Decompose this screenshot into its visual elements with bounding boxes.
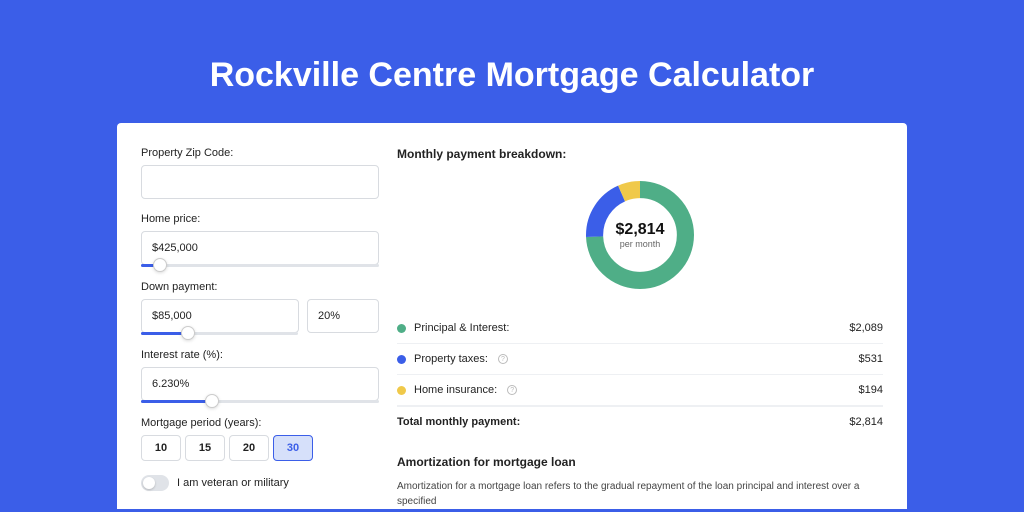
page-title: Rockville Centre Mortgage Calculator [0, 0, 1024, 123]
interest-rate-slider-thumb[interactable] [205, 394, 219, 408]
down-payment-slider[interactable] [141, 332, 298, 335]
legend-dot-taxes [397, 355, 406, 364]
down-payment-label: Down payment: [141, 281, 379, 293]
down-payment-percent-input[interactable] [307, 299, 379, 333]
legend-value-insurance: $194 [859, 384, 883, 396]
zip-input[interactable] [141, 165, 379, 199]
legend-label-insurance: Home insurance: [414, 384, 497, 396]
interest-rate-label: Interest rate (%): [141, 349, 379, 361]
amortization-text: Amortization for a mortgage loan refers … [397, 479, 883, 509]
interest-rate-slider[interactable] [141, 400, 379, 403]
zip-field-group: Property Zip Code: [141, 147, 379, 199]
period-btn-20[interactable]: 20 [229, 435, 269, 461]
veteran-label: I am veteran or military [177, 477, 289, 489]
legend-dot-insurance [397, 386, 406, 395]
donut-sub: per month [616, 239, 665, 249]
total-value: $2,814 [849, 416, 883, 428]
breakdown-title: Monthly payment breakdown: [397, 147, 883, 161]
donut-chart: $2,814 per month [580, 175, 700, 295]
donut-center: $2,814 per month [616, 221, 665, 249]
home-price-slider[interactable] [141, 264, 379, 267]
period-btn-30[interactable]: 30 [273, 435, 313, 461]
period-btn-10[interactable]: 10 [141, 435, 181, 461]
home-price-field-group: Home price: [141, 213, 379, 267]
period-btn-15[interactable]: 15 [185, 435, 225, 461]
interest-rate-input[interactable] [141, 367, 379, 401]
legend-row-taxes: Property taxes: ? $531 [397, 344, 883, 375]
amortization-title: Amortization for mortgage loan [397, 455, 883, 469]
home-price-slider-thumb[interactable] [153, 258, 167, 272]
breakdown-column: Monthly payment breakdown: $2,814 per mo… [397, 147, 883, 509]
zip-label: Property Zip Code: [141, 147, 379, 159]
info-icon[interactable]: ? [498, 354, 508, 364]
down-payment-amount-input[interactable] [141, 299, 299, 333]
mortgage-period-field-group: Mortgage period (years): 10 15 20 30 [141, 417, 379, 461]
mortgage-period-buttons: 10 15 20 30 [141, 435, 379, 461]
down-payment-slider-thumb[interactable] [181, 326, 195, 340]
donut-chart-wrap: $2,814 per month [397, 175, 883, 295]
veteran-toggle-row: I am veteran or military [141, 475, 379, 491]
legend-value-taxes: $531 [859, 353, 883, 365]
legend-label-principal: Principal & Interest: [414, 322, 509, 334]
calculator-card: Property Zip Code: Home price: Down paym… [117, 123, 907, 509]
down-payment-field-group: Down payment: [141, 281, 379, 335]
interest-rate-field-group: Interest rate (%): [141, 349, 379, 403]
legend-row-principal: Principal & Interest: $2,089 [397, 313, 883, 344]
info-icon[interactable]: ? [507, 385, 517, 395]
legend-row-insurance: Home insurance: ? $194 [397, 375, 883, 406]
legend-row-total: Total monthly payment: $2,814 [397, 406, 883, 437]
legend-value-principal: $2,089 [849, 322, 883, 334]
form-column: Property Zip Code: Home price: Down paym… [141, 147, 379, 509]
home-price-label: Home price: [141, 213, 379, 225]
legend-dot-principal [397, 324, 406, 333]
donut-amount: $2,814 [616, 221, 665, 239]
home-price-input[interactable] [141, 231, 379, 265]
legend-label-taxes: Property taxes: [414, 353, 488, 365]
total-label: Total monthly payment: [397, 416, 520, 428]
veteran-toggle[interactable] [141, 475, 169, 491]
mortgage-period-label: Mortgage period (years): [141, 417, 379, 429]
